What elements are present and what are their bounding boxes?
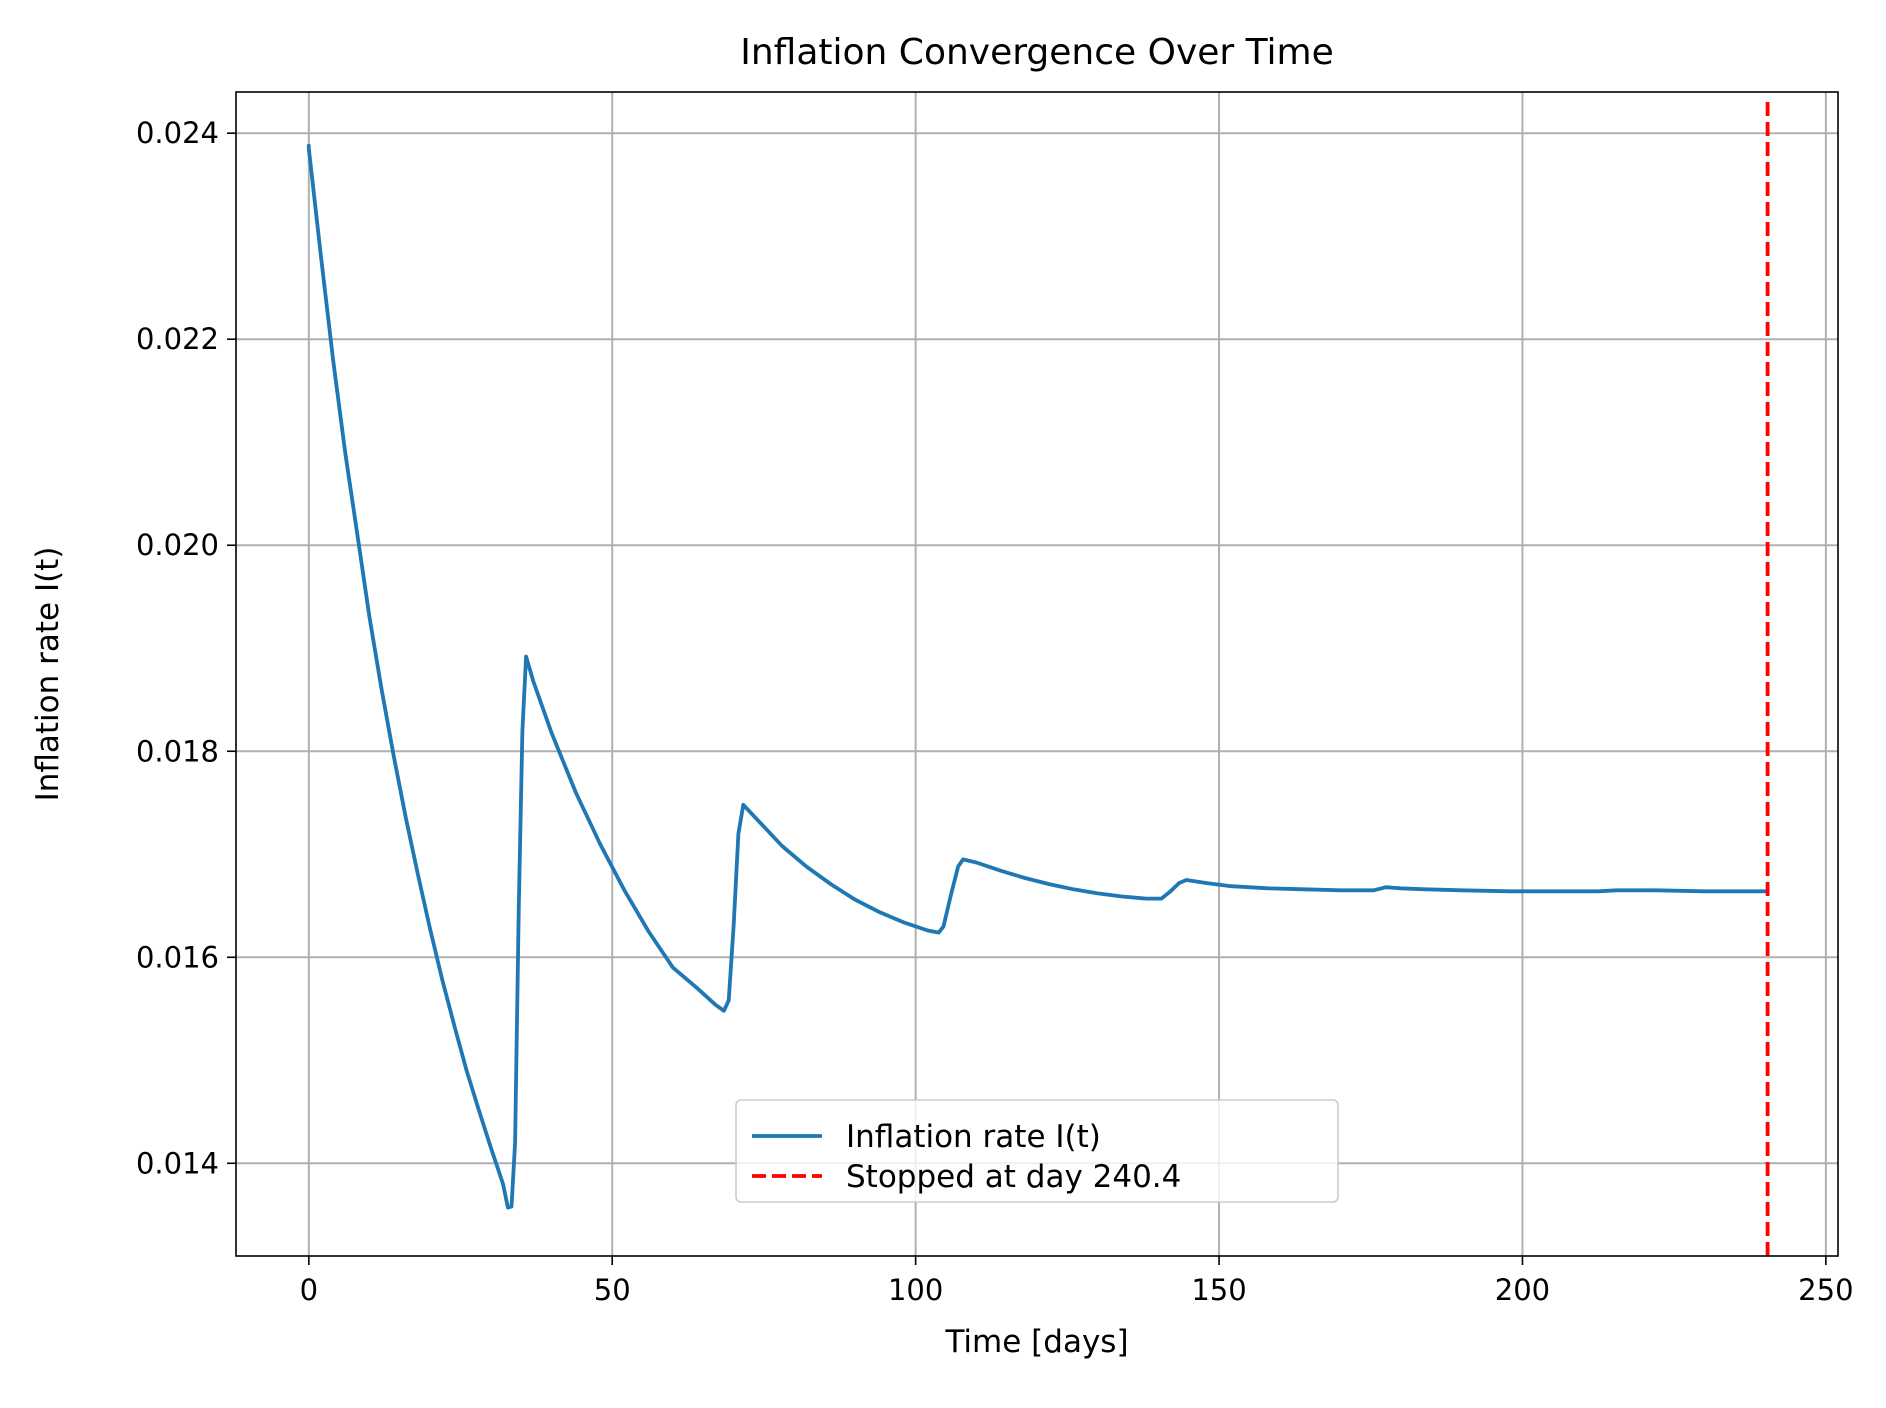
ticks: 0 50 100 150 200 250 0.014 0.016 0.018 0.020 0.022… bbox=[136, 116, 1854, 1307]
legend-label-inflation: Inflation rate I(t) bbox=[846, 1119, 1101, 1155]
x-tick-label: 150 bbox=[1191, 1273, 1246, 1307]
y-tick-label: 0.020 bbox=[136, 528, 219, 562]
x-tick-label: 100 bbox=[888, 1273, 943, 1307]
inflation-rate-line bbox=[306, 143, 1770, 1210]
legend-box bbox=[735, 1099, 1339, 1203]
x-tick-label: 0 bbox=[300, 1273, 318, 1307]
legend-label-stopped: Stopped at day 240.4 bbox=[846, 1159, 1181, 1195]
plot-frame bbox=[235, 91, 1839, 1257]
y-tick-label: 0.018 bbox=[136, 734, 219, 768]
y-tick-label: 0.016 bbox=[136, 940, 219, 974]
y-axis-label: Inflation rate I(t) bbox=[30, 547, 66, 802]
legend: Inflation rate I(t) Stopped at day 240.4 bbox=[735, 1099, 1339, 1203]
x-tick-label: 200 bbox=[1495, 1273, 1550, 1307]
series-layer bbox=[306, 102, 1770, 1256]
y-tick-label: 0.022 bbox=[136, 322, 219, 356]
chart-title: Inflation Convergence Over Time bbox=[740, 32, 1334, 73]
x-tick-label: 250 bbox=[1798, 1273, 1853, 1307]
y-tick-label: 0.024 bbox=[136, 116, 219, 150]
x-axis-label: Time [days] bbox=[944, 1324, 1128, 1360]
x-tick-label: 50 bbox=[594, 1273, 631, 1307]
y-tick-label: 0.014 bbox=[136, 1146, 219, 1180]
grid bbox=[236, 92, 1838, 1256]
